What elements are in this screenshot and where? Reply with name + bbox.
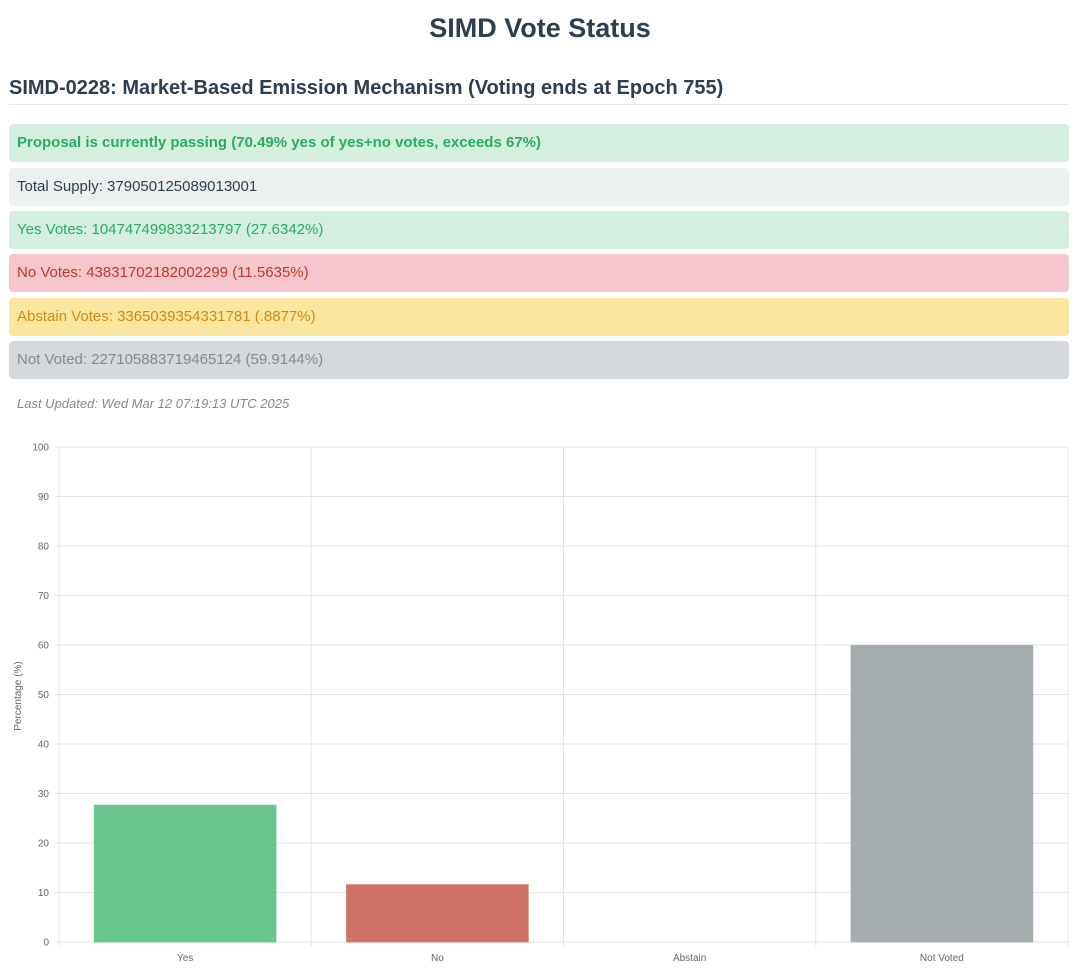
total-supply-row: Total Supply: 379050125089013001 <box>9 168 1069 206</box>
y-axis-label: Percentage (%) <box>13 661 24 730</box>
no-votes-row: No Votes: 43831702182002299 (11.5635%) <box>9 254 1069 292</box>
passing-status-banner: Proposal is currently passing (70.49% ye… <box>9 124 1069 162</box>
y-tick-label: 30 <box>38 789 50 800</box>
y-tick-label: 10 <box>38 888 50 899</box>
x-tick-label-not-voted: Not Voted <box>920 953 964 964</box>
y-tick-label: 90 <box>38 492 50 503</box>
y-tick-label: 40 <box>38 740 50 751</box>
bar-yes <box>93 804 277 943</box>
x-tick-label-abstain: Abstain <box>673 953 706 964</box>
title-divider <box>9 104 1069 105</box>
y-tick-label: 50 <box>38 690 50 701</box>
vote-distribution-chart: 0 10 20 30 40 50 60 70 80 90 100 Yes No Abstain Not Vo… <box>13 443 1069 965</box>
abstain-votes-row: Abstain Votes: 3365039354331781 (.8877%) <box>9 298 1069 336</box>
y-tick-label: 60 <box>38 641 50 652</box>
y-tick-label: 0 <box>43 938 49 949</box>
not-voted-row: Not Voted: 227105883719465124 (59.9144%) <box>9 341 1069 379</box>
page-title: SIMD Vote Status <box>429 13 651 43</box>
yes-votes-row: Yes Votes: 104747499833213797 (27.6342%) <box>9 211 1069 249</box>
y-tick-label: 100 <box>32 443 49 454</box>
x-tick-label-yes: Yes <box>177 953 193 964</box>
bar-not-voted <box>850 644 1034 943</box>
y-tick-label: 70 <box>38 591 50 602</box>
bar-no <box>346 884 529 943</box>
last-updated-timestamp: Last Updated: Wed Mar 12 07:19:13 UTC 20… <box>17 396 290 411</box>
y-tick-label: 80 <box>38 542 50 553</box>
chart-bars <box>93 644 1034 943</box>
x-tick-label-no: No <box>431 953 444 964</box>
chart-labels: 0 10 20 30 40 50 60 70 80 90 100 Yes No Abstain Not Vo… <box>32 443 964 965</box>
y-tick-label: 20 <box>38 839 50 850</box>
proposal-title: SIMD-0228: Market-Based Emission Mechani… <box>9 77 724 99</box>
